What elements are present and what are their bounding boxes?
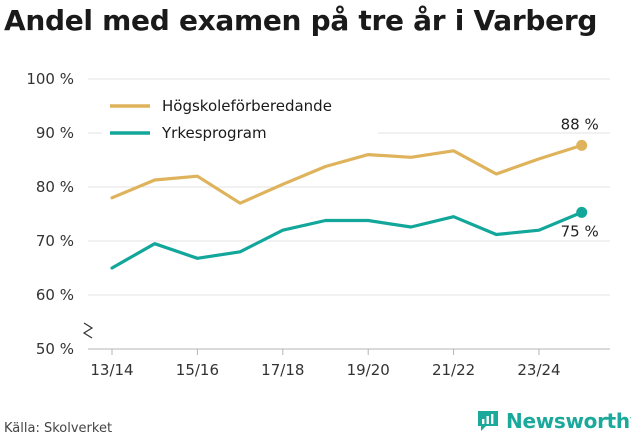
series-line-yrkesprogram bbox=[110, 210, 584, 270]
y-tick-label: 60 % bbox=[36, 286, 74, 304]
end-value-label: 88 % bbox=[561, 115, 599, 133]
legend-label: Högskoleförberedande bbox=[162, 97, 332, 115]
x-tick-label: 23/24 bbox=[517, 361, 560, 379]
series-line-hogskoleforberedande bbox=[110, 143, 584, 205]
y-tick-label: 50 % bbox=[36, 340, 74, 358]
source-note: Källa: Skolverket bbox=[4, 421, 113, 436]
y-tick-label: 80 % bbox=[36, 178, 74, 196]
end-value-label: 75 % bbox=[561, 222, 599, 240]
y-tick-label: 90 % bbox=[36, 124, 74, 142]
y-tick-label: 70 % bbox=[36, 232, 74, 250]
series-end-point bbox=[576, 139, 588, 151]
legend-box bbox=[102, 94, 378, 148]
brand-logo: Newsworthy bbox=[476, 409, 631, 433]
brand-name: Newsworthy bbox=[506, 409, 631, 433]
data-labels: 88 % 75 % bbox=[561, 115, 599, 240]
newsworthy-logo-icon bbox=[478, 411, 498, 431]
axes: 50 % 60 % 70 % 80 % 90 % 100 % 13/14 15/16 17/18… bbox=[26, 70, 610, 379]
x-tick-label: 17/18 bbox=[261, 361, 304, 379]
y-tick-label: 100 % bbox=[26, 70, 74, 88]
chart-title: Andel med examen på tre år i Varberg bbox=[4, 4, 598, 37]
x-tick-label: 19/20 bbox=[347, 361, 390, 379]
series bbox=[110, 139, 588, 270]
x-tick-label: 13/14 bbox=[90, 361, 133, 379]
legend: Högskoleförberedande Yrkesprogram bbox=[102, 94, 378, 148]
x-tick-label: 21/22 bbox=[432, 361, 475, 379]
x-tick-label: 15/16 bbox=[176, 361, 219, 379]
axis-break-icon bbox=[82, 322, 94, 339]
series-end-point bbox=[576, 206, 588, 218]
legend-label: Yrkesprogram bbox=[161, 124, 267, 142]
